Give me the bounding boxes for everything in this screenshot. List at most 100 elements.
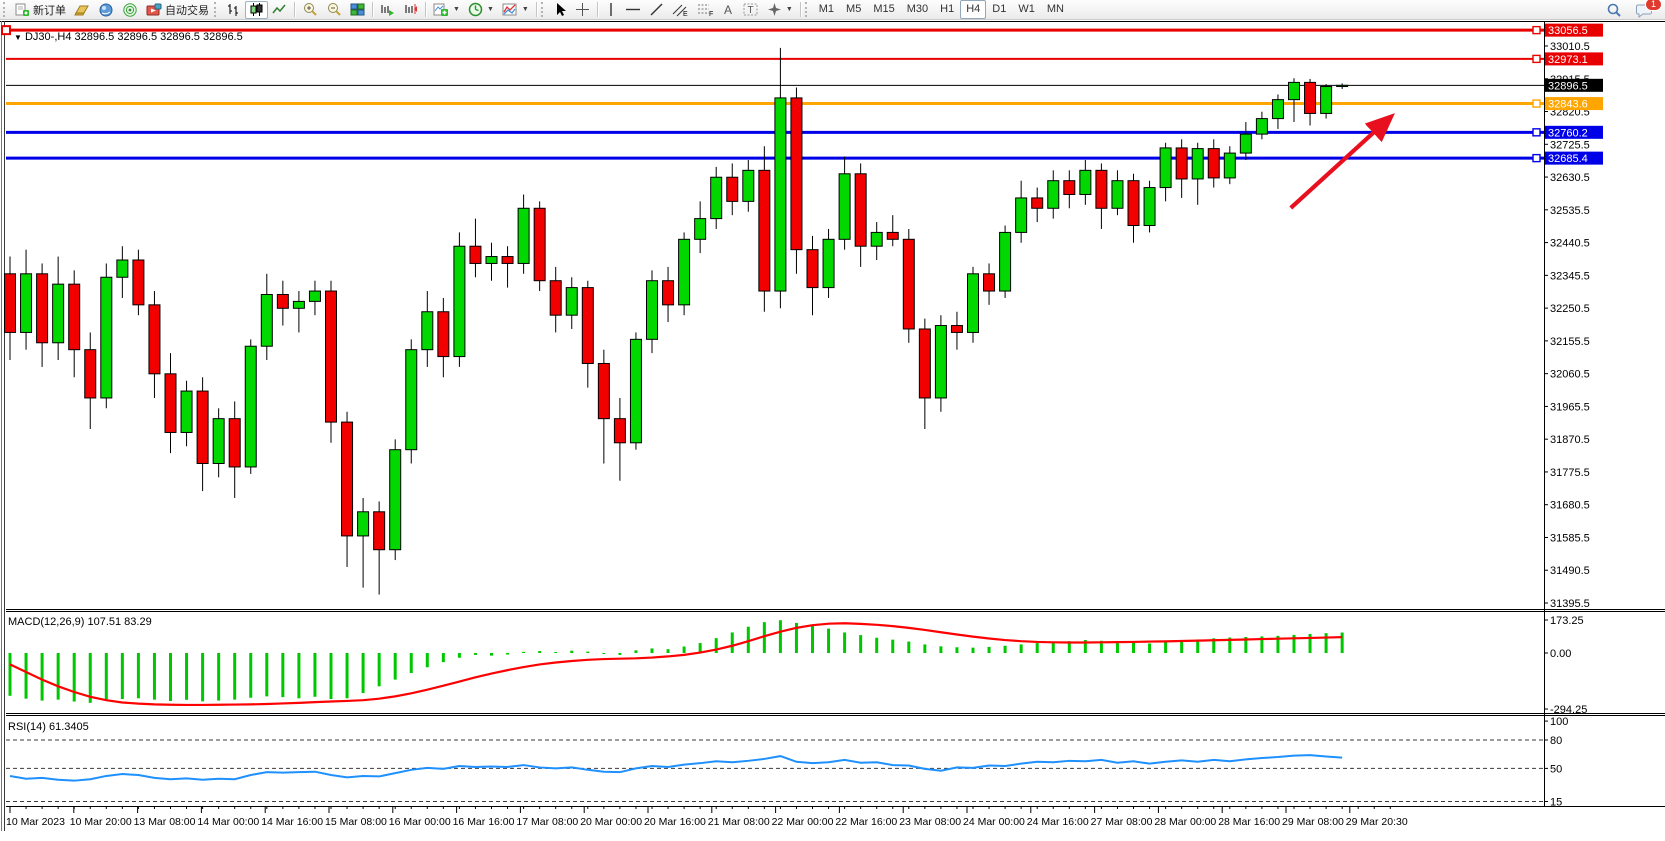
candlestick[interactable]	[1095, 169, 1108, 209]
timeframe-button-m15[interactable]: M15	[873, 3, 895, 15]
timeframe-button-mn[interactable]: MN	[1046, 3, 1064, 15]
candlestick[interactable]	[325, 290, 337, 423]
candlestick[interactable]	[244, 345, 257, 468]
candlestick[interactable]	[581, 287, 594, 364]
timeframe-button-m5[interactable]: M5	[846, 3, 862, 15]
candlestick[interactable]	[116, 259, 129, 278]
vertical-line-tool-button[interactable]	[601, 1, 621, 19]
line-end-marker[interactable]	[1532, 99, 1541, 108]
candlestick[interactable]	[1320, 86, 1333, 114]
candlestick[interactable]	[308, 290, 321, 302]
candlestick[interactable]	[1111, 180, 1124, 209]
candlestick[interactable]	[983, 273, 996, 292]
timeframe-button-h4[interactable]: H4	[960, 0, 987, 19]
candlestick[interactable]	[1191, 148, 1204, 180]
toolbar-grip[interactable]	[214, 2, 219, 17]
candlestick[interactable]	[341, 421, 354, 537]
toolbar-grip[interactable]	[540, 2, 546, 17]
candlestick[interactable]	[886, 231, 899, 240]
signals-tool-button[interactable]	[118, 1, 142, 19]
candlestick[interactable]	[565, 287, 578, 316]
chart-shift-button[interactable]	[399, 1, 422, 19]
tile-windows-button[interactable]	[346, 1, 369, 19]
candlestick[interactable]	[148, 304, 161, 375]
templates-button[interactable]: ▼	[498, 1, 533, 19]
candlestick[interactable]	[437, 311, 450, 358]
candlestick[interactable]	[132, 259, 145, 306]
timeframe-button-d1[interactable]: D1	[992, 3, 1007, 15]
price-line-tag[interactable]	[1545, 52, 1603, 66]
timeframe-button-h1[interactable]: H1	[940, 3, 955, 15]
line-end-marker[interactable]	[1532, 153, 1541, 163]
symbol-dropdown-icon[interactable]: ▼	[14, 33, 22, 42]
candlestick[interactable]	[84, 349, 97, 399]
candlestick[interactable]	[196, 390, 209, 464]
zoom-out-button[interactable]	[322, 1, 346, 19]
auto-trading-button[interactable]: 自动交易	[142, 1, 213, 19]
candlestick[interactable]	[20, 273, 33, 333]
auto-scroll-button[interactable]	[376, 1, 399, 19]
candlestick-mode-button[interactable]	[245, 0, 268, 19]
candlestick[interactable]	[1175, 147, 1188, 180]
crosshair-tool-button[interactable]	[571, 1, 594, 19]
candlestick[interactable]	[453, 245, 466, 358]
candlestick[interactable]	[1223, 152, 1236, 179]
candlestick[interactable]	[918, 328, 931, 399]
toolbar-grip[interactable]	[804, 2, 810, 17]
candlestick[interactable]	[1271, 99, 1284, 120]
line-end-marker[interactable]	[1532, 54, 1541, 64]
timeframe-button-w1[interactable]: W1	[1018, 3, 1035, 15]
candlestick[interactable]	[1031, 197, 1044, 209]
candlestick[interactable]	[1143, 187, 1156, 227]
candlestick[interactable]	[1079, 169, 1092, 195]
timeframe-button-m30[interactable]: M30	[906, 3, 929, 15]
candlestick[interactable]	[212, 418, 225, 464]
candlestick[interactable]	[549, 280, 562, 316]
candlestick[interactable]	[1159, 147, 1172, 189]
price-line-tag[interactable]	[1545, 97, 1603, 111]
candlestick[interactable]	[613, 418, 626, 444]
price-line-tag[interactable]	[1545, 125, 1603, 139]
notifications-button[interactable]: 1	[1632, 0, 1662, 19]
candlestick[interactable]	[822, 238, 835, 289]
new-order-button[interactable]: 新订单	[11, 1, 70, 19]
candlestick[interactable]	[646, 280, 658, 340]
candlestick[interactable]	[36, 273, 49, 344]
candlestick[interactable]	[164, 373, 177, 433]
line-end-marker[interactable]	[1532, 128, 1541, 137]
text-tool-button[interactable]: A	[718, 1, 739, 19]
candlestick[interactable]	[662, 280, 675, 306]
candlestick[interactable]	[180, 390, 193, 433]
periods-button[interactable]: ▼	[464, 1, 498, 19]
equidistant-channel-tool-button[interactable]: E	[668, 1, 693, 19]
candlestick[interactable]	[373, 511, 386, 551]
candlestick[interactable]	[967, 273, 979, 333]
candlestick[interactable]	[950, 325, 963, 333]
candlestick[interactable]	[52, 283, 65, 344]
candlestick[interactable]	[902, 238, 915, 330]
search-button[interactable]	[1602, 1, 1626, 19]
candlestick[interactable]	[1127, 180, 1140, 227]
candlestick[interactable]	[1336, 84, 1349, 88]
candlestick[interactable]	[1207, 148, 1220, 179]
candlestick[interactable]	[678, 238, 691, 306]
candlestick[interactable]	[597, 362, 610, 420]
candlestick[interactable]	[421, 311, 434, 351]
price-line-tag[interactable]	[1545, 23, 1603, 37]
line-end-marker[interactable]	[1, 25, 11, 36]
bar-chart-mode-button[interactable]	[222, 1, 245, 19]
add-indicator-button[interactable]: ▼	[429, 1, 464, 19]
candlestick[interactable]	[405, 349, 418, 451]
line-end-marker[interactable]	[1532, 25, 1541, 35]
candlestick[interactable]	[228, 418, 241, 468]
candlestick[interactable]	[4, 273, 16, 333]
candlestick[interactable]	[854, 173, 867, 247]
candlestick[interactable]	[1304, 81, 1317, 114]
candlestick[interactable]	[68, 283, 81, 351]
candlestick[interactable]	[501, 256, 514, 264]
candlestick[interactable]	[1015, 197, 1028, 233]
arrows-tool-button[interactable]: ▼	[763, 1, 797, 19]
horizontal-line-tool-button[interactable]	[621, 1, 645, 19]
candlestick[interactable]	[790, 97, 803, 251]
